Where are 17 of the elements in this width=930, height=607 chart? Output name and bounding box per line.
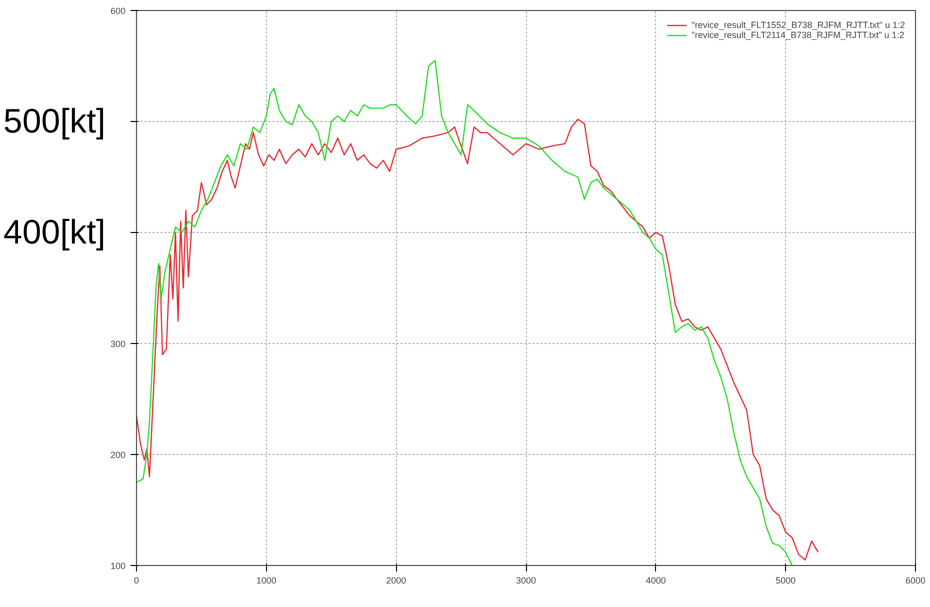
x-tick-label: 4000	[646, 576, 666, 586]
legend-label: "revice_result_FLT2114_B738_RJFM_RJTT.txt" u 1:2	[692, 30, 904, 40]
x-tick-label: 2000	[386, 576, 406, 586]
x-tick-label: 6000	[905, 576, 926, 586]
y-tick-label: 300	[110, 339, 126, 349]
x-tick-label: 3000	[516, 576, 536, 586]
legend-label: "revice_result_FLT1552_B738_RJFM_RJTT.txt" u 1:2	[692, 20, 905, 30]
y-tick-label: 600	[110, 6, 126, 16]
x-tick-label: 1000	[256, 576, 276, 586]
line-series	[136, 118, 819, 561]
x-tick-label: 5000	[776, 576, 796, 586]
x-tick-label: 0	[134, 576, 140, 586]
y-tick-label: 100	[110, 561, 126, 571]
text: 500[kt]	[3, 102, 106, 140]
line-series	[136, 60, 793, 566]
text: 400[kt]	[3, 214, 106, 252]
y-tick-label: 200	[110, 450, 126, 460]
